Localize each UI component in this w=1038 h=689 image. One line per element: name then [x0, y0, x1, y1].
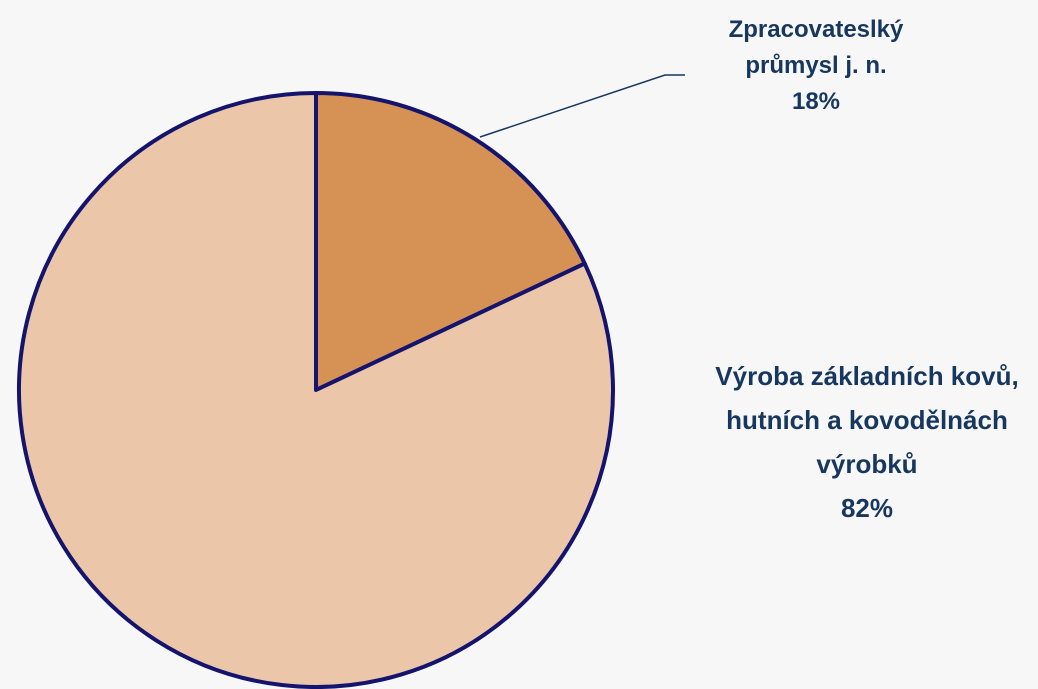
- pie-slice: [314, 91, 587, 392]
- value-label: 82%: [840, 493, 894, 523]
- category-label: Zpracovateslký průmysl j. n.: [728, 16, 904, 79]
- slice-label: Zpracovateslký průmysl j. n. 18%: [688, 12, 944, 120]
- value-label: 18%: [791, 88, 841, 115]
- pie-slice: [17, 91, 615, 689]
- slice-label: Výroba základních kovů, hutních a kovodě…: [703, 354, 1031, 530]
- category-label: Výroba základních kovů, hutních a kovodě…: [715, 361, 1019, 479]
- leader-line: [479, 74, 685, 138]
